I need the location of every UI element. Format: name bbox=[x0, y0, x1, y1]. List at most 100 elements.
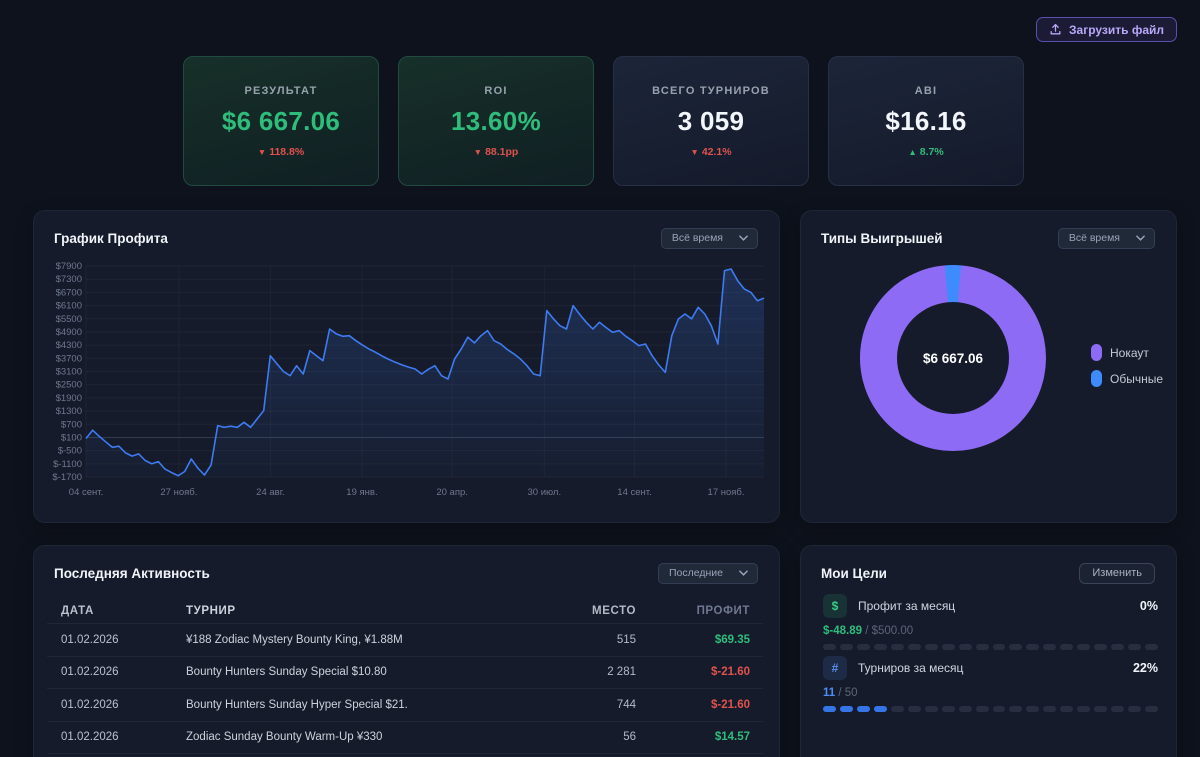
y-axis-tick: $2500 bbox=[56, 380, 82, 391]
cell-place: 515 bbox=[616, 633, 636, 646]
x-axis-tick: 04 сент. bbox=[69, 487, 103, 498]
column-header-place: МЕСТО bbox=[592, 604, 636, 617]
delta-arrow-icon: ▼ bbox=[257, 146, 267, 157]
legend-swatch bbox=[1091, 344, 1102, 361]
x-axis-tick: 14 сент. bbox=[617, 487, 651, 498]
cell-profit: $69.35 bbox=[714, 633, 750, 646]
table-row[interactable]: 01.02.2026 Bounty Hunters Sunday Hyper Sp… bbox=[47, 689, 763, 722]
stat-value: 13.60% bbox=[451, 105, 541, 136]
goal-item: # Турниров за месяц 22% 11 / 50 bbox=[823, 656, 1159, 712]
x-axis-tick: 20 апр. bbox=[436, 487, 468, 498]
stat-card-total-tournaments: ВСЕГО ТУРНИРОВ 3 059 ▼ 42.1% bbox=[613, 56, 809, 186]
stat-label: ROI bbox=[484, 84, 508, 97]
progress-segment bbox=[890, 644, 904, 650]
x-axis-tick: 17 нояб. bbox=[708, 487, 745, 498]
progress-segment bbox=[975, 644, 989, 650]
activity-table-header: ДАТА ТУРНИР МЕСТО ПРОФИТ bbox=[47, 598, 763, 624]
hash-icon: # bbox=[823, 656, 847, 680]
progress-segment bbox=[839, 706, 853, 712]
progress-segment bbox=[924, 706, 938, 712]
legend-label: Нокаут bbox=[1110, 345, 1149, 360]
progress-segment bbox=[924, 644, 938, 650]
y-axis-tick: $5500 bbox=[56, 314, 82, 325]
y-axis-tick: $100 bbox=[61, 432, 82, 443]
goal-current-value: 11 bbox=[823, 687, 836, 699]
progress-segment bbox=[1111, 706, 1125, 712]
goal-progress-values: 11 / 50 bbox=[823, 687, 1158, 699]
y-axis-tick: $-1100 bbox=[53, 459, 82, 470]
progress-segment bbox=[992, 706, 1006, 712]
table-row[interactable]: 01.02.2026 ¥188 Zodiac Mystery Bounty Kin… bbox=[47, 624, 763, 657]
win-types-donut-chart: $6 667.06 bbox=[860, 265, 1046, 451]
progress-segment bbox=[941, 706, 955, 712]
x-axis-tick: 19 янв. bbox=[346, 487, 377, 498]
cell-place: 56 bbox=[623, 731, 636, 744]
progress-segment bbox=[975, 706, 989, 712]
progress-segment bbox=[1026, 644, 1040, 650]
progress-segment bbox=[1128, 644, 1142, 650]
stat-card-roi: ROI 13.60% ▼ 88.1pp bbox=[398, 56, 594, 186]
delta-arrow-icon: ▼ bbox=[690, 146, 699, 157]
profit-chart-period-select[interactable]: Всё время bbox=[660, 228, 758, 249]
delta-arrow-icon: ▲ bbox=[908, 146, 917, 157]
column-header-profit: ПРОФИТ bbox=[696, 604, 750, 617]
y-axis-tick: $7300 bbox=[56, 274, 82, 285]
dollar-icon: $ bbox=[823, 594, 847, 618]
cell-tournament: Bounty Hunters Sunday Hyper Special $21. bbox=[186, 698, 408, 711]
stat-label: РЕЗУЛЬТАТ bbox=[244, 84, 318, 97]
progress-segment bbox=[1145, 706, 1159, 712]
cell-tournament: Bounty Hunters Sunday Special $10.80 bbox=[186, 666, 387, 679]
delta-arrow-icon: ▼ bbox=[473, 146, 483, 157]
win-types-period-select[interactable]: Всё время bbox=[1057, 228, 1155, 249]
progress-segment bbox=[1077, 644, 1091, 650]
progress-segment bbox=[1111, 644, 1125, 650]
cell-date: 01.02.2026 bbox=[61, 731, 119, 744]
table-row[interactable]: 01.02.2026 Bounty Hunters Sunday Special … bbox=[47, 657, 763, 689]
chevron-down-icon bbox=[739, 570, 748, 576]
cell-place: 744 bbox=[616, 698, 636, 711]
progress-segment bbox=[1060, 644, 1074, 650]
recent-activity-panel: Последняя Активность Последние ДАТА ТУРН… bbox=[33, 545, 780, 757]
recent-activity-title: Последняя Активность bbox=[54, 566, 210, 581]
y-axis-tick: $-500 bbox=[58, 446, 82, 457]
donut-hole: $6 667.06 bbox=[897, 302, 1009, 414]
my-goals-panel: Мои Цели Изменить $ Профит за месяц 0% $-48… bbox=[800, 545, 1177, 757]
upload-icon bbox=[1050, 23, 1061, 35]
profit-line-series bbox=[85, 268, 765, 477]
stat-label: ABI bbox=[914, 84, 938, 97]
y-axis-tick: $700 bbox=[61, 419, 82, 430]
legend-swatch bbox=[1091, 370, 1102, 387]
cell-tournament: Zodiac Sunday Bounty Warm-Up ¥330 bbox=[186, 731, 383, 744]
edit-goals-button[interactable]: Изменить bbox=[1079, 563, 1155, 584]
progress-segment bbox=[823, 644, 836, 650]
y-axis-tick: $1900 bbox=[56, 393, 82, 404]
x-axis-tick: 27 нояб. bbox=[160, 487, 197, 498]
recent-activity-filter-select[interactable]: Последние bbox=[657, 563, 758, 584]
column-header-tournament: ТУРНИР bbox=[186, 604, 236, 617]
y-axis-tick: $3100 bbox=[56, 367, 82, 378]
table-row[interactable]: 01.02.2026 Zodiac Sunday Bounty Warm-Up ¥… bbox=[47, 722, 763, 754]
progress-segment bbox=[958, 706, 972, 712]
profit-chart-panel: График Профита Всё время $7900 $7300 $6700… bbox=[33, 210, 780, 523]
legend-item: Обычные bbox=[1091, 370, 1163, 387]
stat-delta: ▼ 88.1pp bbox=[473, 145, 519, 158]
cell-place: 2 281 bbox=[607, 666, 636, 679]
goal-progress-bar bbox=[823, 706, 1159, 712]
y-axis-tick: $7900 bbox=[56, 261, 82, 272]
stat-card-abi: ABI $16.16 ▲ 8.7% bbox=[828, 56, 1024, 186]
stat-delta: ▼ 118.8% bbox=[257, 145, 305, 158]
cell-date: 01.02.2026 bbox=[61, 698, 119, 711]
progress-segment bbox=[873, 706, 887, 712]
goal-label: Турниров за месяц bbox=[858, 661, 964, 675]
progress-segment bbox=[958, 644, 972, 650]
upload-file-button[interactable]: Загрузить файл bbox=[1036, 17, 1177, 42]
profit-line-chart: $7900 $7300 $6700 $6100 $5500 $4900 $4300 $3700… bbox=[48, 257, 766, 515]
cell-date: 01.02.2026 bbox=[61, 633, 119, 646]
cell-profit: $14.57 bbox=[714, 731, 750, 744]
chevron-down-icon bbox=[739, 235, 748, 241]
goal-current-value: $-48.89 bbox=[823, 625, 863, 637]
my-goals-title: Мои Цели bbox=[821, 566, 887, 581]
y-axis-tick: $6100 bbox=[56, 301, 82, 312]
goal-progress-bar bbox=[823, 644, 1159, 650]
column-header-date: ДАТА bbox=[61, 604, 94, 617]
